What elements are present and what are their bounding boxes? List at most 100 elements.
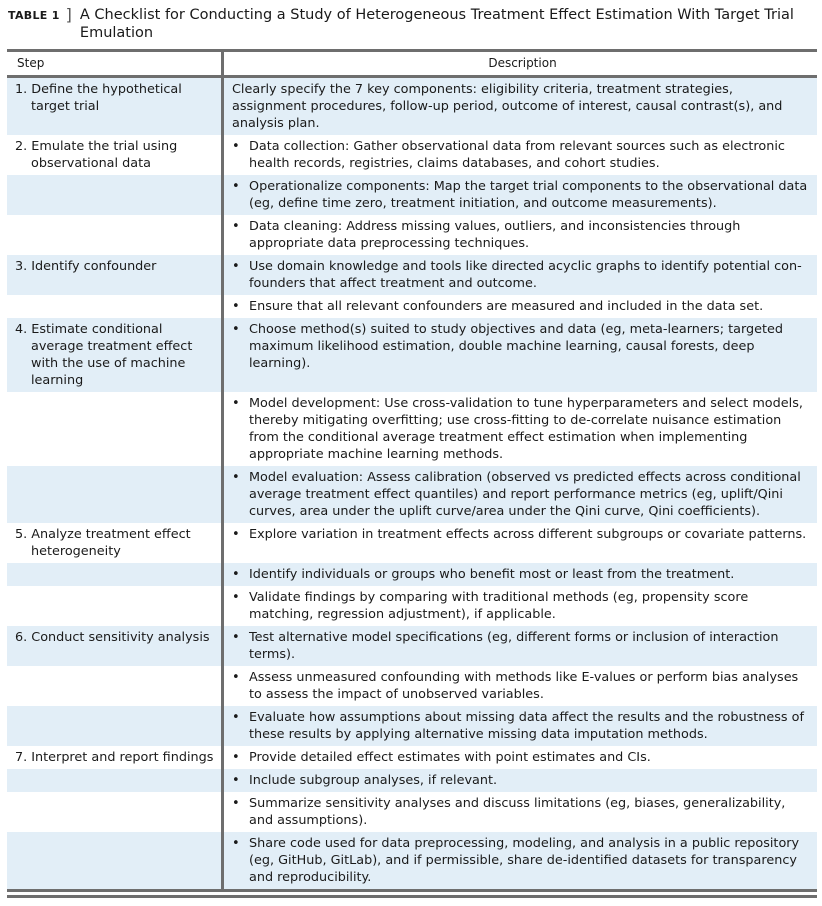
description-cell: • Provide detailed effect estimates with …	[223, 746, 818, 769]
description-text: Ensure that all relevant confounders are…	[249, 299, 764, 314]
bullet-icon: •	[232, 259, 240, 274]
bullet-icon: •	[232, 396, 240, 411]
bullet-icon: •	[232, 219, 240, 234]
bullet-icon: •	[232, 299, 240, 314]
bullet-icon: •	[232, 630, 240, 645]
table-row: 5. Analyze treatment effect heterogeneit…	[7, 523, 817, 563]
step-cell	[7, 563, 224, 586]
description-text: Model evaluation: Assess calibration (ob…	[249, 470, 801, 519]
description-text: Model development: Use cross-validation …	[249, 396, 803, 462]
table-row: • Share code used for data preprocessing,…	[7, 832, 817, 891]
table-row: • Validate findings by comparing with tra…	[7, 586, 817, 626]
header-row: Step Description	[7, 50, 817, 77]
table-row: • Assess unmeasured confounding with meth…	[7, 666, 817, 706]
table-row: 6. Conduct sensitivity analysis • Test alt…	[7, 626, 817, 666]
table-row: 2. Emulate the trial using observational…	[7, 135, 817, 175]
step-label: 6. Conduct sensitivity analysis	[15, 630, 210, 645]
table-bottom-rule	[7, 895, 817, 898]
step-cell	[7, 706, 224, 746]
description-cell: • Model evaluation: Assess calibration (o…	[222, 466, 817, 523]
description-text: Data collection: Gather observational da…	[249, 139, 785, 171]
step-label: 3. Identify confounder	[15, 259, 157, 274]
step-label: 7. Interpret and report findings	[15, 750, 214, 765]
bullet-icon: •	[232, 590, 240, 605]
table-row: • Ensure that all relevant confounders ar…	[7, 295, 817, 318]
column-header-description: Description	[488, 56, 557, 70]
description-cell: • Model development: Use cross-validation…	[223, 392, 818, 466]
description-cell: • Operationalize components: Map the targ…	[222, 175, 817, 215]
table-row: • Model evaluation: Assess calibration (o…	[7, 466, 817, 523]
description-cell: • Choose method(s) suited to study object…	[222, 318, 817, 392]
table-row: 3. Identify confounder • Use domain knowle…	[7, 255, 817, 295]
table-row: • Model development: Use cross-validation…	[7, 392, 817, 466]
description-cell: Clearly specify the 7 key components: el…	[222, 76, 817, 135]
bullet-icon: •	[232, 670, 240, 685]
description-cell: • Identify individuals or groups who bene…	[222, 563, 817, 586]
description-cell: • Data cleaning: Address missing values, …	[223, 215, 818, 255]
description-cell: • Assess unmeasured confounding with meth…	[223, 666, 818, 706]
bullet-icon: •	[232, 527, 240, 542]
step-cell: 6. Conduct sensitivity analysis	[7, 626, 224, 666]
description-text: Test alternative model specifications (e…	[249, 630, 779, 662]
table-caption: TABLE 1 ] A Checklist for Conducting a S…	[0, 0, 822, 42]
table-row: • Evaluate how assumptions about missing …	[7, 706, 817, 746]
step-cell: 7. Interpret and report findings	[7, 746, 224, 769]
step-cell	[7, 215, 224, 255]
table-row: • Identify individuals or groups who bene…	[7, 563, 817, 586]
description-text: Summarize sensitivity analyses and discu…	[249, 796, 786, 828]
step-cell: 1. Define the hypothetical target trial	[7, 76, 224, 135]
description-cell: • Explore variation in treatment effects …	[223, 523, 818, 563]
table-row: • Operationalize components: Map the targ…	[7, 175, 817, 215]
bullet-icon: •	[232, 567, 240, 582]
bullet-icon: •	[232, 139, 240, 154]
step-label: 2. Emulate the trial using observational…	[15, 139, 178, 171]
description-text: Operationalize components: Map the targe…	[249, 179, 808, 211]
description-text: Share code used for data preprocessing, …	[249, 836, 800, 885]
table-row: • Include subgroup analyses, if relevant.	[7, 769, 817, 792]
caption-bracket: ]	[65, 5, 72, 24]
step-cell: 5. Analyze treatment effect heterogeneit…	[7, 523, 224, 563]
step-cell	[7, 175, 224, 215]
bullet-icon: •	[232, 796, 240, 811]
step-cell: 4. Estimate conditional average treatmen…	[7, 318, 224, 392]
step-cell	[7, 666, 224, 706]
description-text: Clearly specify the 7 key components: el…	[232, 82, 783, 131]
description-text: Evaluate how assumptions about missing d…	[249, 710, 804, 742]
description-text: Provide detailed effect estimates with p…	[249, 750, 651, 765]
step-cell: 3. Identify confounder	[7, 255, 224, 295]
column-header-step: Step	[7, 50, 224, 77]
bullet-icon: •	[232, 773, 240, 788]
description-cell: • Validate findings by comparing with tra…	[223, 586, 818, 626]
description-cell: • Data collection: Gather observational d…	[223, 135, 818, 175]
description-cell: • Summarize sensitivity analyses and disc…	[223, 792, 818, 832]
description-text: Assess unmeasured confounding with metho…	[249, 670, 799, 702]
description-text: Data cleaning: Address missing values, o…	[249, 219, 741, 251]
table-row: • Data cleaning: Address missing values, …	[7, 215, 817, 255]
bullet-icon: •	[232, 470, 240, 485]
description-cell: • Test alternative model specifications (…	[222, 626, 817, 666]
description-cell: • Use domain knowledge and tools like dir…	[222, 255, 817, 295]
bullet-icon: •	[232, 179, 240, 194]
description-cell: • Include subgroup analyses, if relevant.	[222, 769, 817, 792]
table-title: A Checklist for Conducting a Study of He…	[79, 7, 794, 41]
step-cell	[7, 586, 224, 626]
table-row: 4. Estimate conditional average treatmen…	[7, 318, 817, 392]
description-cell: • Ensure that all relevant confounders ar…	[223, 295, 818, 318]
description-text: Include subgroup analyses, if relevant.	[249, 773, 498, 788]
table-row: 1. Define the hypothetical target trial C…	[7, 76, 817, 135]
step-cell	[7, 832, 224, 891]
checklist-table: Step Description 1. Define the hypotheti…	[7, 49, 817, 892]
description-text: Choose method(s) suited to study objecti…	[249, 322, 783, 371]
step-label: 5. Analyze treatment effect heterogeneit…	[15, 527, 191, 559]
step-label: 1. Define the hypothetical target trial	[15, 82, 182, 114]
step-cell	[7, 392, 224, 466]
bullet-icon: •	[232, 710, 240, 725]
description-text: Use domain knowledge and tools like dire…	[249, 259, 802, 291]
table-row: 7. Interpret and report findings • Provide…	[7, 746, 817, 769]
table-label: TABLE 1	[8, 9, 60, 22]
bullet-icon: •	[232, 836, 240, 851]
description-cell: • Evaluate how assumptions about missing …	[222, 706, 817, 746]
bullet-icon: •	[232, 322, 240, 337]
step-cell	[7, 466, 224, 523]
step-label: 4. Estimate conditional average treatmen…	[15, 322, 193, 388]
